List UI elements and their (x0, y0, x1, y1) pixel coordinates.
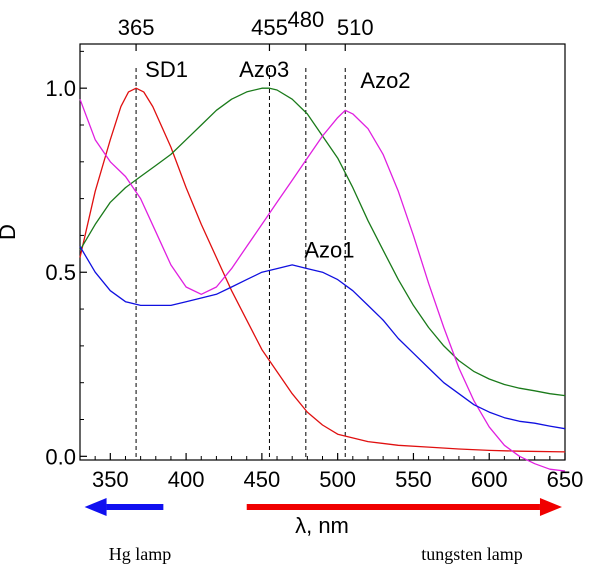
curve-label-azo3: Azo3 (239, 57, 289, 82)
curve-labels: SD1 Azo3 Azo2 Azo1 (145, 57, 410, 262)
x-tick-label: 400 (168, 467, 205, 492)
series-line-azo2 (79, 98, 566, 472)
axis-ticks: 350 400 450 500 550 600 650 0.0 0.5 1.0 365 455 480 5… (45, 7, 583, 492)
y-tick-label: 0.0 (45, 444, 76, 469)
tungsten-lamp-arrow-head (539, 498, 562, 516)
x-tick-label: 350 (92, 467, 129, 492)
series-group (79, 87, 566, 472)
series-line-azo3 (79, 87, 566, 397)
top-tick-label: 455 (251, 15, 288, 40)
curve-label-azo1: Azo1 (304, 238, 354, 263)
x-axis-title: λ, nm (295, 513, 349, 538)
curve-label-sd1: SD1 (145, 57, 188, 82)
top-tick-label: 365 (118, 15, 155, 40)
hg-lamp-arrow-head (84, 498, 107, 516)
top-tick-label: 480 (287, 7, 324, 32)
lamp-arrows (84, 498, 562, 516)
reference-lines (135, 68, 346, 460)
tungsten-lamp-label: tungsten lamp (421, 544, 523, 564)
y-tick-label: 1.0 (45, 76, 76, 101)
curve-label-azo2: Azo2 (360, 68, 410, 93)
x-tick-label: 550 (395, 467, 432, 492)
top-tick-label: 510 (337, 15, 374, 40)
series-line-azo1 (79, 246, 566, 430)
y-tick-label: 0.5 (45, 260, 76, 285)
series-line-sd1 (79, 87, 566, 453)
x-tick-label: 650 (547, 467, 584, 492)
x-tick-label: 500 (319, 467, 356, 492)
x-tick-label: 450 (244, 467, 281, 492)
hg-lamp-label: Hg lamp (109, 544, 172, 564)
y-axis-title: D (0, 224, 20, 240)
x-tick-label: 600 (471, 467, 508, 492)
